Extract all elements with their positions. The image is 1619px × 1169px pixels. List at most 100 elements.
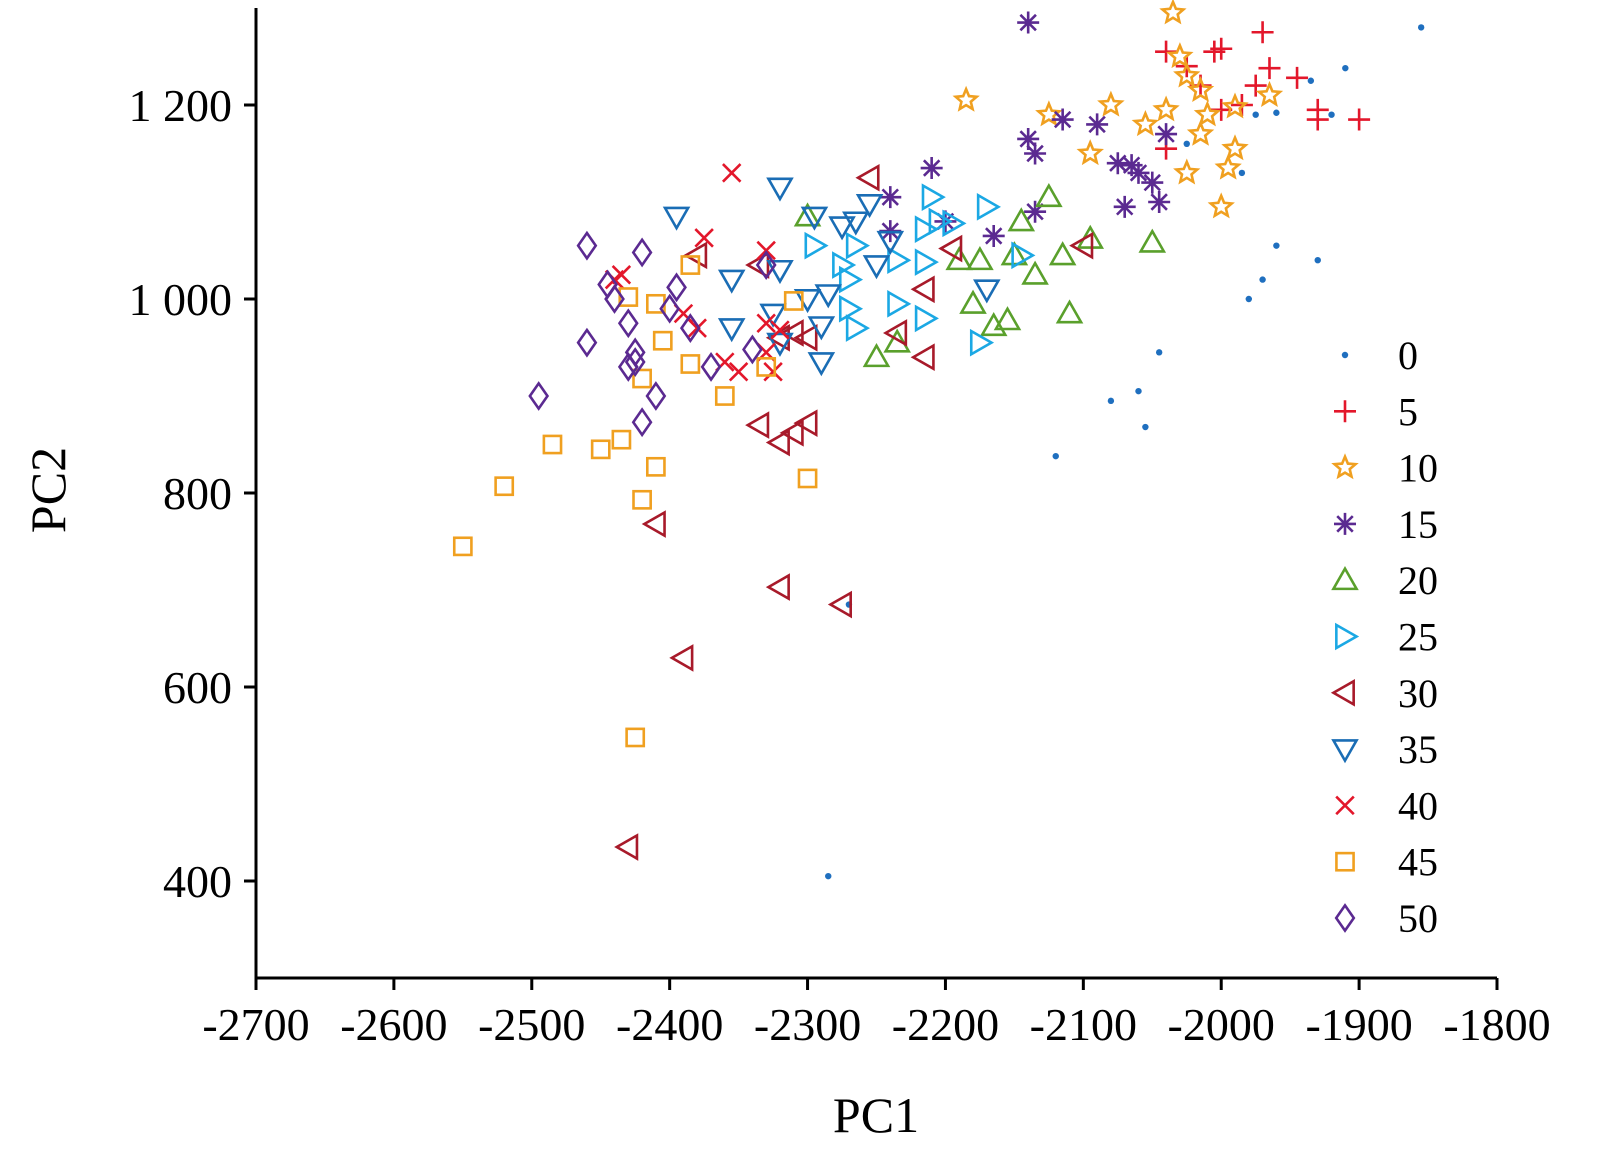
data-point xyxy=(528,381,550,411)
data-point xyxy=(683,241,708,270)
data-point xyxy=(1097,90,1125,117)
legend-marker xyxy=(1335,622,1360,651)
data-point xyxy=(1127,161,1150,184)
data-point xyxy=(945,246,974,271)
data-point xyxy=(982,224,1005,247)
legend-label: 0 xyxy=(1398,333,1418,378)
data-point xyxy=(1342,64,1349,72)
data-point xyxy=(618,287,639,307)
data-point xyxy=(659,293,681,324)
legend-marker xyxy=(1330,679,1355,707)
data-point xyxy=(910,275,935,304)
data-point xyxy=(1148,191,1171,213)
x-tick-label: -2700 xyxy=(202,999,309,1050)
data-point xyxy=(966,246,994,271)
data-point xyxy=(825,872,832,880)
data-point xyxy=(645,456,666,477)
data-point xyxy=(755,250,777,280)
data-point xyxy=(576,327,598,358)
legend-item: 20 xyxy=(1331,558,1438,603)
x-tick-label: -2000 xyxy=(1168,999,1275,1050)
data-point xyxy=(1258,57,1281,80)
x-tick-label: -1900 xyxy=(1305,999,1412,1050)
legend-marker xyxy=(1334,512,1356,535)
data-point xyxy=(910,343,935,371)
data-point xyxy=(1142,423,1149,431)
data-point xyxy=(1011,241,1036,270)
data-point xyxy=(759,303,787,328)
data-point xyxy=(828,216,856,241)
data-point xyxy=(793,324,818,352)
data-point xyxy=(631,407,653,438)
data-point xyxy=(756,313,776,333)
data-point xyxy=(1251,21,1274,44)
data-point xyxy=(766,259,794,285)
legend-label: 20 xyxy=(1398,558,1438,603)
data-point xyxy=(728,362,749,382)
data-point xyxy=(714,386,735,406)
data-point xyxy=(1055,299,1084,324)
x-tick-label: -2600 xyxy=(340,999,447,1050)
data-point xyxy=(770,320,790,340)
data-point xyxy=(717,318,746,343)
x-tick-label: -1800 xyxy=(1443,999,1550,1050)
data-point xyxy=(1214,153,1242,180)
series-25 xyxy=(804,183,1036,357)
data-point xyxy=(959,289,987,314)
data-point xyxy=(717,269,746,294)
data-point xyxy=(838,294,864,323)
data-point xyxy=(1076,224,1105,249)
data-point xyxy=(1286,66,1309,89)
data-point xyxy=(542,434,563,455)
data-point xyxy=(979,311,1008,337)
data-point xyxy=(614,833,639,861)
data-point xyxy=(1417,24,1425,31)
data-point xyxy=(745,411,770,439)
series-10 xyxy=(952,0,1284,219)
data-point xyxy=(1348,108,1371,131)
data-point xyxy=(666,272,687,303)
data-point xyxy=(1328,111,1335,118)
legend-item: 50 xyxy=(1334,896,1438,941)
data-point xyxy=(597,269,619,300)
data-point xyxy=(1255,80,1284,107)
data-point xyxy=(1307,77,1315,84)
data-point xyxy=(1017,127,1040,150)
data-point xyxy=(934,210,957,233)
data-point xyxy=(883,328,911,353)
data-point xyxy=(1086,113,1109,136)
data-point xyxy=(1207,192,1235,219)
data-point xyxy=(1166,42,1194,69)
data-point xyxy=(862,343,891,368)
data-point xyxy=(611,429,632,450)
legend-item: 10 xyxy=(1331,446,1438,491)
legend-marker xyxy=(1331,739,1359,764)
data-point xyxy=(700,351,722,382)
x-tick-label: -2300 xyxy=(754,999,861,1050)
data-point xyxy=(1107,397,1115,405)
data-point xyxy=(800,206,829,231)
legend-marker xyxy=(1335,851,1355,872)
data-point xyxy=(1155,123,1178,146)
data-point xyxy=(1048,241,1077,266)
legend-label: 50 xyxy=(1398,896,1438,941)
data-point xyxy=(1035,100,1063,127)
data-point xyxy=(1252,111,1259,118)
data-point xyxy=(1193,100,1222,127)
legend-marker xyxy=(1331,566,1359,591)
data-point xyxy=(914,215,939,243)
series-20 xyxy=(793,182,1167,368)
data-point xyxy=(1024,142,1047,165)
legend-item: 15 xyxy=(1334,502,1438,547)
data-point xyxy=(1306,108,1329,131)
series-35 xyxy=(662,177,1001,377)
x-axis-title: PC1 xyxy=(833,1087,919,1143)
data-point xyxy=(617,351,639,382)
data-point xyxy=(973,279,1001,304)
axes: -2700 -2600 -2500 -2400 -2300 -2200 -2100 -2000… xyxy=(129,8,1551,1050)
data-point xyxy=(652,330,673,351)
data-point xyxy=(1210,37,1233,60)
legend-item: 30 xyxy=(1330,671,1438,716)
series-15 xyxy=(879,11,1178,247)
legend-item: 5 xyxy=(1334,389,1418,434)
